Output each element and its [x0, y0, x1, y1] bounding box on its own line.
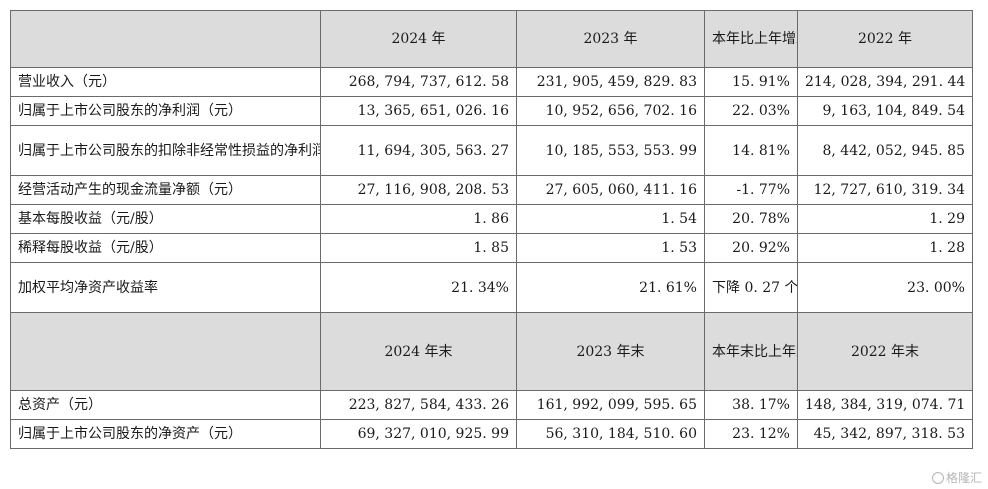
- value-2023: 231, 905, 459, 829. 83: [516, 67, 705, 97]
- header-row-period: 2024 年 2023 年 本年比上年增减 2022 年: [10, 10, 973, 68]
- table-row: 经营活动产生的现金流量净额（元） 27, 116, 908, 208. 53 2…: [10, 175, 973, 205]
- value-2024: 1. 86: [320, 204, 517, 234]
- row-label: 稀释每股收益（元/股）: [10, 233, 321, 263]
- value-2024: 268, 794, 737, 612. 58: [320, 67, 517, 97]
- header-corner-cell: [10, 10, 321, 68]
- value-change: 20. 78%: [704, 204, 798, 234]
- value-2023: 10, 952, 656, 702. 16: [516, 96, 705, 126]
- financial-data-table: 2024 年 2023 年 本年比上年增减 2022 年 营业收入（元） 268…: [10, 10, 973, 449]
- value-change: 22. 03%: [704, 96, 798, 126]
- table-row: 基本每股收益（元/股） 1. 86 1. 54 20. 78% 1. 29: [10, 204, 973, 234]
- value-2024: 21. 34%: [320, 262, 517, 313]
- value-2024: 69, 327, 010, 925. 99: [320, 419, 517, 449]
- table-row: 归属于上市公司股东的净利润（元） 13, 365, 651, 026. 16 1…: [10, 96, 973, 126]
- value-2023: 1. 54: [516, 204, 705, 234]
- table-row: 总资产（元） 223, 827, 584, 433. 26 161, 992, …: [10, 390, 973, 420]
- header-col-2023-end: 2023 年末: [516, 312, 705, 391]
- row-label: 营业收入（元）: [10, 67, 321, 97]
- value-2022: 23. 00%: [797, 262, 973, 313]
- watermark-text: 格隆汇: [945, 471, 982, 485]
- value-2023: 27, 605, 060, 411. 16: [516, 175, 705, 205]
- header-col-change: 本年比上年增减: [704, 10, 798, 68]
- table-row: 归属于上市公司股东的净资产（元） 69, 327, 010, 925. 99 5…: [10, 419, 973, 449]
- value-2023: 1. 53: [516, 233, 705, 263]
- value-2023: 10, 185, 553, 553. 99: [516, 125, 705, 176]
- value-change: 23. 12%: [704, 419, 798, 449]
- value-change: -1. 77%: [704, 175, 798, 205]
- value-2022: 8, 442, 052, 945. 85: [797, 125, 973, 176]
- row-label: 加权平均净资产收益率: [10, 262, 321, 313]
- watermark-logo-icon: [931, 471, 944, 484]
- value-change: 下降 0. 27 个百分点: [704, 262, 798, 313]
- value-2024: 223, 827, 584, 433. 26: [320, 390, 517, 420]
- value-2024: 27, 116, 908, 208. 53: [320, 175, 517, 205]
- value-2022: 1. 29: [797, 204, 973, 234]
- value-2023: 21. 61%: [516, 262, 705, 313]
- value-2024: 1. 85: [320, 233, 517, 263]
- header-col-2022: 2022 年: [797, 10, 973, 68]
- table-row: 加权平均净资产收益率 21. 34% 21. 61% 下降 0. 27 个百分点…: [10, 262, 973, 313]
- row-label: 归属于上市公司股东的净利润（元）: [10, 96, 321, 126]
- value-2023: 161, 992, 099, 595. 65: [516, 390, 705, 420]
- row-label: 经营活动产生的现金流量净额（元）: [10, 175, 321, 205]
- value-change: 14. 81%: [704, 125, 798, 176]
- value-2022: 148, 384, 319, 074. 71: [797, 390, 973, 420]
- value-2024: 11, 694, 305, 563. 27: [320, 125, 517, 176]
- header-col-change-end: 本年末比上年末增减: [704, 312, 798, 391]
- row-label: 基本每股收益（元/股）: [10, 204, 321, 234]
- value-change: 20. 92%: [704, 233, 798, 263]
- table-row: 归属于上市公司股东的扣除非经常性损益的净利润（元） 11, 694, 305, …: [10, 125, 973, 176]
- table-row: 营业收入（元） 268, 794, 737, 612. 58 231, 905,…: [10, 67, 973, 97]
- header-row-period-end: 2024 年末 2023 年末 本年末比上年末增减 2022 年末: [10, 312, 973, 391]
- header-col-2024-end: 2024 年末: [320, 312, 517, 391]
- value-2022: 12, 727, 610, 319. 34: [797, 175, 973, 205]
- value-2023: 56, 310, 184, 510. 60: [516, 419, 705, 449]
- table-row: 稀释每股收益（元/股） 1. 85 1. 53 20. 92% 1. 28: [10, 233, 973, 263]
- value-2022: 9, 163, 104, 849. 54: [797, 96, 973, 126]
- row-label: 归属于上市公司股东的净资产（元）: [10, 419, 321, 449]
- header-col-2023: 2023 年: [516, 10, 705, 68]
- value-2022: 214, 028, 394, 291. 44: [797, 67, 973, 97]
- value-2022: 45, 342, 897, 318. 53: [797, 419, 973, 449]
- row-label: 总资产（元）: [10, 390, 321, 420]
- value-2024: 13, 365, 651, 026. 16: [320, 96, 517, 126]
- watermark: 格隆汇: [931, 469, 982, 486]
- value-2022: 1. 28: [797, 233, 973, 263]
- header-col-2024: 2024 年: [320, 10, 517, 68]
- value-change: 15. 91%: [704, 67, 798, 97]
- header-col-2022-end: 2022 年末: [797, 312, 973, 391]
- row-label: 归属于上市公司股东的扣除非经常性损益的净利润（元）: [10, 125, 321, 176]
- value-change: 38. 17%: [704, 390, 798, 420]
- header-corner-cell: [10, 312, 321, 391]
